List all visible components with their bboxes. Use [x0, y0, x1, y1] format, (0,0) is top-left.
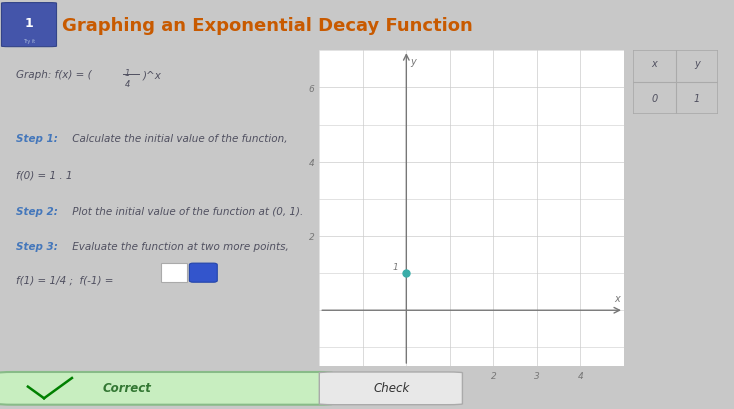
Text: y: y	[411, 57, 416, 67]
Text: Try it: Try it	[23, 38, 34, 43]
Text: x: x	[614, 293, 619, 303]
Text: 1: 1	[694, 94, 700, 103]
Text: x: x	[652, 59, 658, 69]
FancyBboxPatch shape	[319, 372, 462, 405]
Text: Step 1:: Step 1:	[16, 133, 58, 144]
Text: 0: 0	[651, 94, 658, 103]
Text: Calculate the initial value of the function,: Calculate the initial value of the funct…	[69, 133, 288, 144]
FancyBboxPatch shape	[1, 4, 57, 47]
Text: 1: 1	[393, 263, 399, 272]
Text: )^x: )^x	[142, 70, 161, 80]
Text: f(0) = 1 . 1: f(0) = 1 . 1	[16, 170, 73, 180]
Text: Graph: f(x) = (: Graph: f(x) = (	[16, 70, 92, 80]
Text: Correct: Correct	[103, 381, 152, 394]
Text: Step 3:: Step 3:	[16, 241, 58, 251]
Text: Plot the initial value of the function at (0, 1).: Plot the initial value of the function a…	[69, 207, 303, 216]
FancyBboxPatch shape	[0, 372, 333, 405]
Text: Graphing an Exponential Decay Function: Graphing an Exponential Decay Function	[62, 17, 473, 34]
Text: y: y	[694, 59, 700, 69]
Text: 1: 1	[125, 69, 130, 78]
FancyBboxPatch shape	[189, 263, 217, 283]
Text: f(1) = 1/4 ;  f(-1) =: f(1) = 1/4 ; f(-1) =	[16, 274, 114, 285]
Text: Step 2:: Step 2:	[16, 207, 58, 216]
Text: Evaluate the function at two more points,: Evaluate the function at two more points…	[69, 241, 288, 251]
Text: 1: 1	[24, 16, 33, 29]
Bar	[161, 263, 187, 283]
Text: Check: Check	[373, 381, 410, 394]
Text: 4: 4	[125, 80, 130, 89]
